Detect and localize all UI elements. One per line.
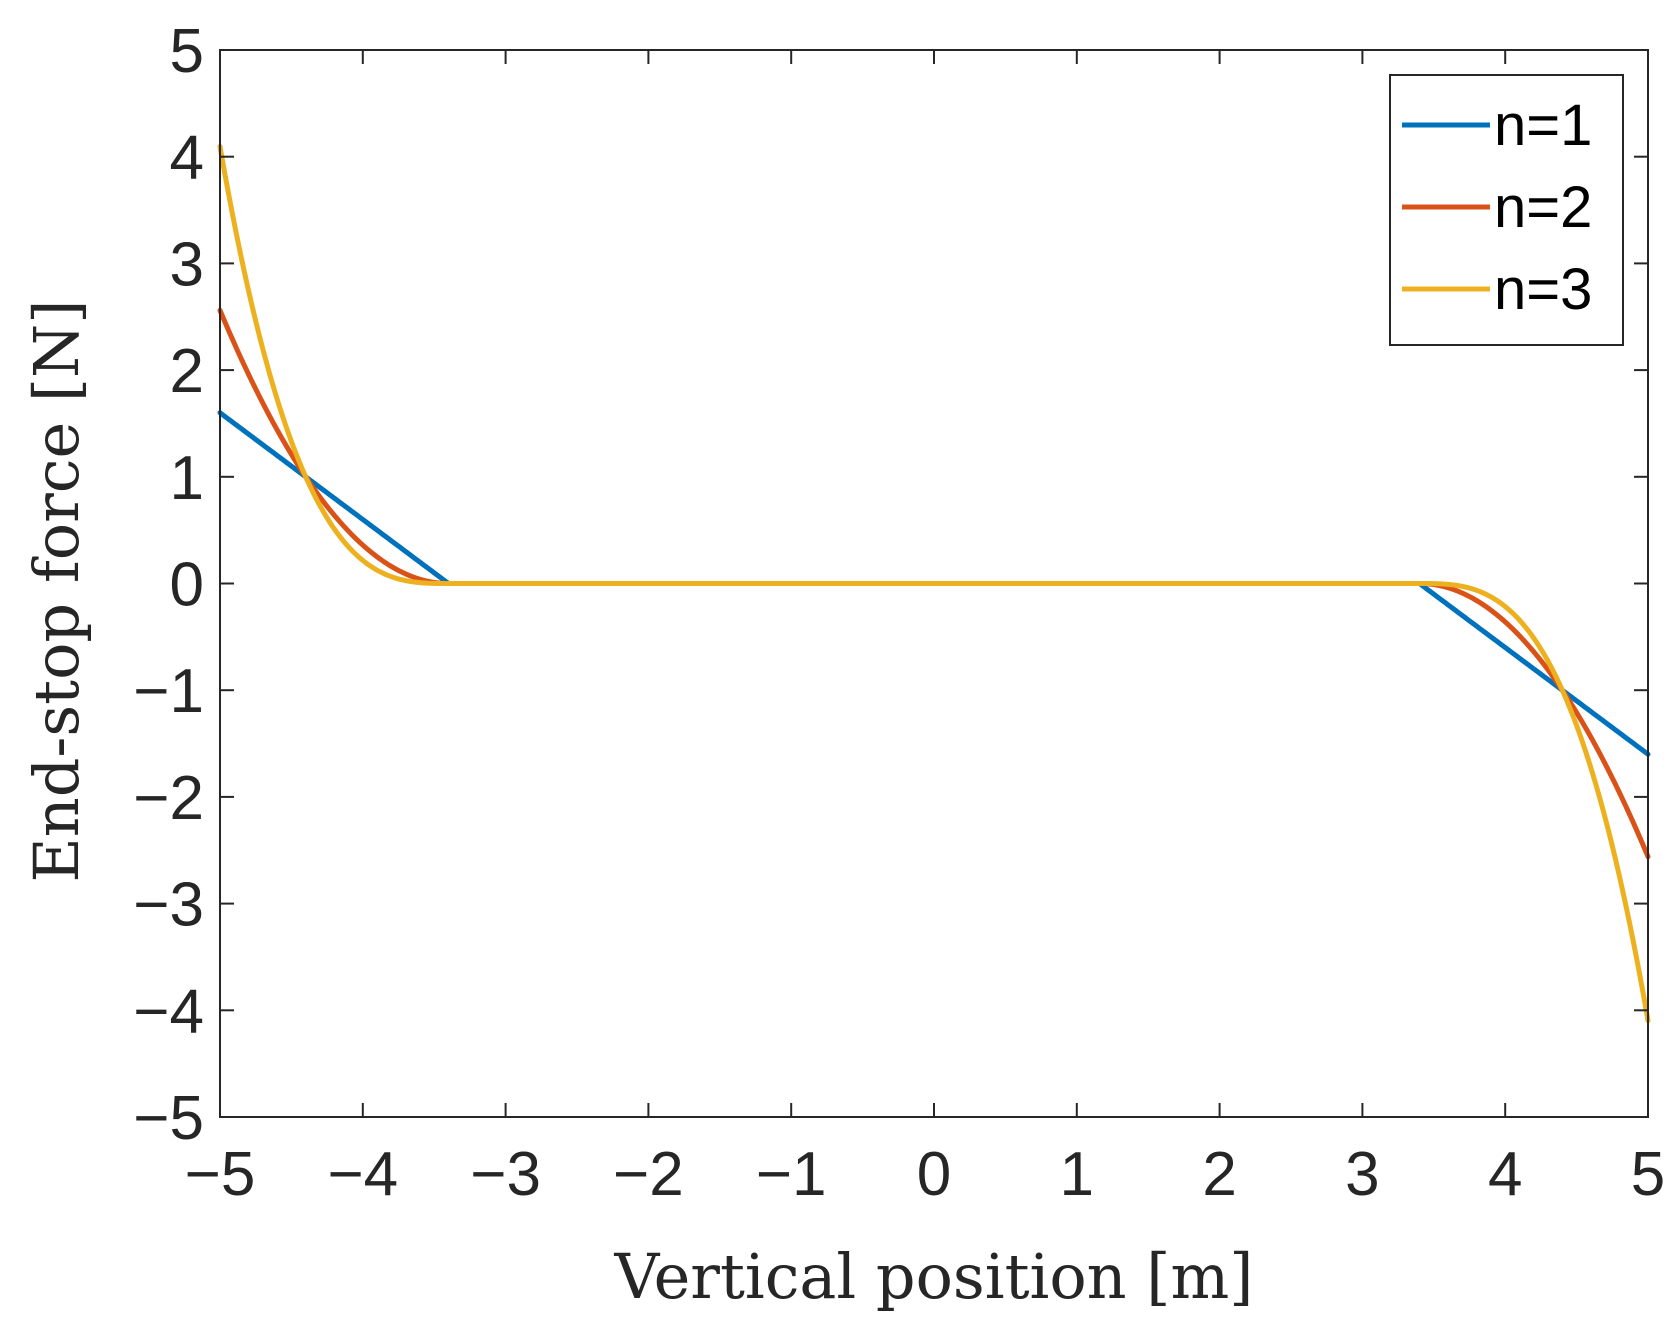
legend-items: n=1 n=2 n=3: [1402, 93, 1592, 322]
legend-label: n=1: [1494, 93, 1592, 158]
x-tick-label: −3: [470, 1140, 541, 1209]
x-tick-label: −5: [185, 1140, 256, 1209]
y-tick-label: 5: [170, 17, 204, 86]
series-line-n-3: [217, 143, 1651, 1024]
x-tick-label: 5: [1631, 1140, 1665, 1209]
x-tick-label: 2: [1202, 1140, 1236, 1209]
y-tick-label: 1: [170, 444, 204, 513]
y-tick-label: −3: [133, 871, 204, 940]
y-tick-label: −5: [133, 1084, 204, 1153]
y-tick-label: 4: [170, 124, 204, 193]
y-tick-label: 2: [170, 337, 204, 406]
legend-item-n-3[interactable]: n=3: [1402, 257, 1592, 322]
y-tick-label: −4: [133, 977, 204, 1046]
legend-label: n=3: [1494, 257, 1592, 322]
x-tick-label: 1: [1060, 1140, 1094, 1209]
legend[interactable]: n=1 n=2 n=3: [1389, 74, 1624, 346]
y-tick-label: 3: [170, 230, 204, 299]
ticks-layer: [219, 49, 1649, 1118]
y-tick-label: −1: [133, 657, 204, 726]
x-axis-label: Vertical position [m]: [614, 1240, 1254, 1313]
y-tick-label: 0: [170, 551, 204, 620]
x-tick-label: −1: [756, 1140, 827, 1209]
series-layer: [217, 143, 1651, 1024]
legend-item-n-1[interactable]: n=1: [1402, 93, 1592, 158]
x-tick-label: 4: [1488, 1140, 1522, 1209]
legend-label: n=2: [1494, 175, 1592, 240]
x-tick-label: 3: [1345, 1140, 1379, 1209]
x-tick-label: −2: [613, 1140, 684, 1209]
legend-item-n-2[interactable]: n=2: [1402, 175, 1592, 240]
y-axis-label: End-stop force [N]: [20, 300, 93, 883]
tick-labels-layer: −5 −4 −3 −2 −1 0 1 2 3 4 5 −5 −4 −3 −2 −1 0 1 2 3 4 5: [133, 17, 1665, 1209]
x-tick-label: −4: [327, 1140, 398, 1209]
legend-box: [1389, 74, 1624, 346]
y-tick-label: −2: [133, 764, 204, 833]
x-tick-label: 0: [917, 1140, 951, 1209]
